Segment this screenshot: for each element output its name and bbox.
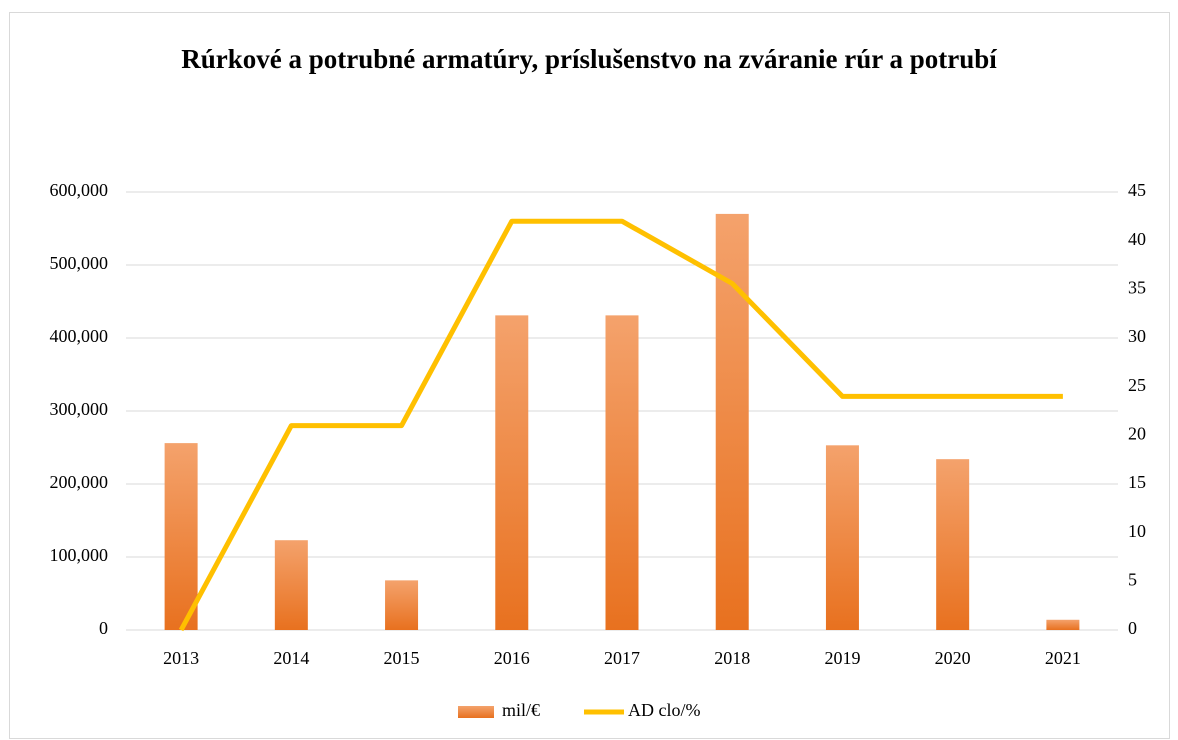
y-tick-label: 200,000 <box>50 472 109 492</box>
bar <box>1046 619 1080 630</box>
y2-tick-label: 10 <box>1128 521 1146 541</box>
bar <box>495 315 529 630</box>
y2-tick-label: 35 <box>1128 277 1146 297</box>
y-tick-label: 300,000 <box>50 399 109 419</box>
legend-swatch <box>458 706 494 718</box>
y-tick-label: 100,000 <box>50 545 109 565</box>
y-tick-label: 600,000 <box>50 180 109 200</box>
bar <box>385 580 419 630</box>
y-tick-label: 0 <box>99 618 108 638</box>
y2-tick-label: 20 <box>1128 423 1146 443</box>
bar <box>164 443 198 630</box>
x-tick-label: 2018 <box>714 648 750 668</box>
x-tick-label: 2021 <box>1045 648 1081 668</box>
y2-tick-label: 45 <box>1128 180 1146 200</box>
bar <box>605 315 639 630</box>
legend-label: AD clo/% <box>628 700 700 720</box>
y-tick-label: 400,000 <box>50 326 109 346</box>
y2-tick-label: 0 <box>1128 618 1137 638</box>
x-tick-label: 2013 <box>163 648 199 668</box>
y2-tick-label: 30 <box>1128 326 1146 346</box>
bar <box>825 445 859 630</box>
y-tick-label: 500,000 <box>50 253 109 273</box>
y2-tick-label: 25 <box>1128 375 1146 395</box>
chart-border <box>9 12 1170 739</box>
legend-label: mil/€ <box>502 700 540 720</box>
bar <box>936 459 970 630</box>
x-tick-label: 2020 <box>935 648 971 668</box>
x-tick-label: 2017 <box>604 648 640 668</box>
x-tick-label: 2015 <box>384 648 420 668</box>
x-tick-label: 2019 <box>824 648 860 668</box>
x-tick-label: 2016 <box>494 648 530 668</box>
x-tick-label: 2014 <box>273 648 309 668</box>
y2-tick-label: 5 <box>1128 569 1137 589</box>
bar <box>274 540 308 630</box>
line <box>178 218 1063 632</box>
chart-title: Rúrkové a potrubné armatúry, príslušenst… <box>181 44 997 74</box>
y2-tick-label: 40 <box>1128 229 1146 249</box>
y2-tick-label: 15 <box>1128 472 1146 492</box>
